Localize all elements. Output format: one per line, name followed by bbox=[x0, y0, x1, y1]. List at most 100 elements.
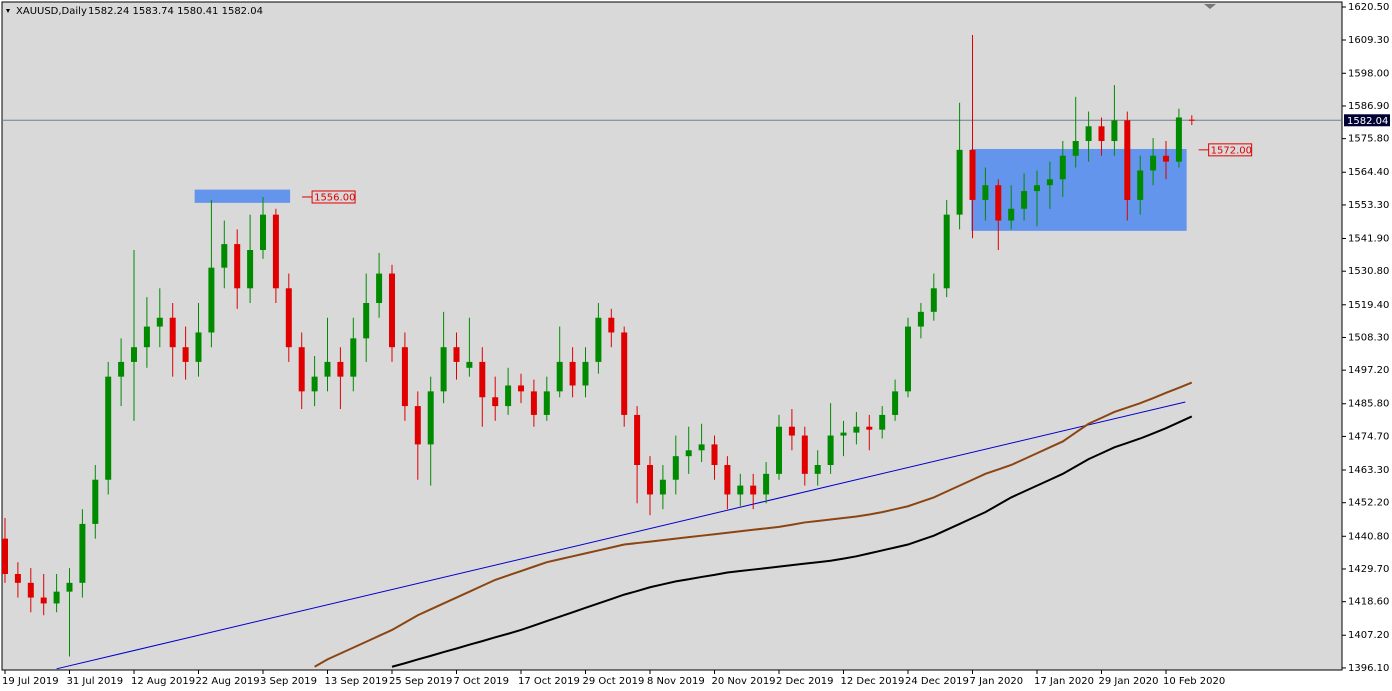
candle-body bbox=[505, 385, 512, 407]
moving-average bbox=[314, 381, 1193, 668]
candle-body bbox=[621, 332, 628, 415]
candle-body bbox=[453, 347, 460, 362]
candle-body bbox=[672, 456, 679, 480]
candle-body bbox=[982, 185, 989, 200]
shift-marker bbox=[1204, 4, 1216, 9]
candle-body bbox=[1188, 119, 1195, 121]
candle-body bbox=[1021, 191, 1028, 209]
candle-body bbox=[414, 406, 421, 445]
x-tick-label: 31 Jul 2019 bbox=[67, 676, 124, 687]
candle-body bbox=[195, 332, 202, 362]
candle-body bbox=[363, 303, 370, 339]
y-tick-label: 1530.80 bbox=[1348, 266, 1389, 277]
y-tick-label: 1396.10 bbox=[1348, 663, 1389, 674]
x-tick-label: 17 Jan 2020 bbox=[1034, 676, 1094, 687]
y-tick-label: 1553.30 bbox=[1348, 200, 1389, 211]
x-tick-label: 22 Aug 2019 bbox=[196, 676, 260, 687]
x-tick-label: 13 Sep 2019 bbox=[325, 676, 388, 687]
x-tick-label: 29 Oct 2019 bbox=[583, 676, 645, 687]
candle-body bbox=[27, 582, 34, 598]
candle-body bbox=[1137, 170, 1144, 200]
candle-body bbox=[440, 347, 447, 392]
candle-body bbox=[814, 465, 821, 474]
candle-body bbox=[788, 426, 795, 436]
candle-body bbox=[311, 376, 318, 392]
candle-body bbox=[879, 414, 886, 430]
candle-body bbox=[337, 361, 344, 377]
candle-body bbox=[53, 591, 60, 604]
candle-body bbox=[272, 214, 279, 289]
level-label: 1572.00 bbox=[1211, 145, 1252, 156]
x-tick-label: 8 Nov 2019 bbox=[647, 676, 705, 687]
candle-body bbox=[724, 465, 731, 495]
candle-body bbox=[711, 444, 718, 466]
candle-body bbox=[750, 485, 757, 495]
candle-body bbox=[298, 347, 305, 392]
candle-body bbox=[492, 397, 499, 407]
x-tick-label: 20 Nov 2019 bbox=[712, 676, 776, 687]
candle-body bbox=[118, 361, 125, 377]
bid-label: 1582.04 bbox=[1347, 116, 1388, 127]
candle-body bbox=[530, 391, 537, 415]
candle-body bbox=[350, 338, 357, 377]
candle-body bbox=[2, 538, 8, 574]
candle-body bbox=[40, 597, 47, 604]
candle-body bbox=[853, 426, 860, 433]
candle-body bbox=[1150, 155, 1157, 171]
candle-body bbox=[543, 391, 550, 415]
x-tick-label: 12 Dec 2019 bbox=[841, 676, 905, 687]
y-tick-label: 1519.40 bbox=[1348, 300, 1389, 311]
candle-body bbox=[801, 435, 808, 474]
candle-body bbox=[221, 244, 228, 268]
y-tick-label: 1418.60 bbox=[1348, 597, 1389, 608]
y-tick-label: 1541.90 bbox=[1348, 234, 1389, 245]
level-label: 1556.00 bbox=[314, 192, 355, 203]
candle-body bbox=[556, 361, 563, 392]
ohlc-header: 1582.24 1583.74 1580.41 1582.04 bbox=[88, 6, 263, 17]
candle-body bbox=[827, 435, 834, 466]
y-tick-label: 1407.20 bbox=[1348, 630, 1389, 641]
candle-body bbox=[840, 432, 847, 436]
candle-body bbox=[892, 391, 899, 415]
candle-body bbox=[956, 149, 963, 215]
candle-body bbox=[969, 149, 976, 200]
y-tick-label: 1429.70 bbox=[1348, 564, 1389, 575]
y-tick-label: 1508.30 bbox=[1348, 332, 1389, 343]
candle-body bbox=[995, 185, 1002, 221]
candle-body bbox=[1111, 120, 1118, 142]
candle-body bbox=[156, 317, 163, 327]
candle-body bbox=[169, 317, 176, 348]
candle-body bbox=[917, 311, 924, 327]
candle-body bbox=[208, 267, 215, 333]
x-tick-label: 3 Sep 2019 bbox=[260, 676, 317, 687]
candle-body bbox=[376, 273, 383, 304]
candle-body bbox=[659, 479, 666, 495]
candle-body bbox=[763, 473, 770, 495]
plot-area bbox=[1, 1, 1343, 671]
level-label-box bbox=[311, 190, 356, 204]
x-tick-label: 25 Sep 2019 bbox=[389, 676, 452, 687]
candle-body bbox=[285, 288, 292, 348]
y-tick-label: 1497.20 bbox=[1348, 365, 1389, 376]
y-tick-label: 1609.30 bbox=[1348, 35, 1389, 46]
candle-body bbox=[685, 450, 692, 457]
x-tick-label: 24 Dec 2019 bbox=[905, 676, 969, 687]
level-zone bbox=[194, 189, 291, 203]
candle-body bbox=[105, 376, 112, 480]
candle-body bbox=[66, 582, 73, 592]
candle-body bbox=[466, 361, 473, 368]
y-tick-label: 1586.90 bbox=[1348, 101, 1389, 112]
candle-body bbox=[698, 444, 705, 451]
candle-body bbox=[389, 273, 395, 348]
candle-body bbox=[582, 361, 589, 386]
candle-body bbox=[776, 426, 782, 474]
candle-body bbox=[647, 465, 653, 495]
y-tick-label: 1440.80 bbox=[1348, 531, 1389, 542]
x-tick-label: 29 Jan 2020 bbox=[1099, 676, 1159, 687]
candle-body bbox=[1175, 117, 1182, 162]
candle-body bbox=[234, 244, 241, 289]
x-tick-label: 2 Dec 2019 bbox=[776, 676, 834, 687]
candle-body bbox=[1163, 155, 1169, 162]
candle-body bbox=[1008, 208, 1015, 221]
